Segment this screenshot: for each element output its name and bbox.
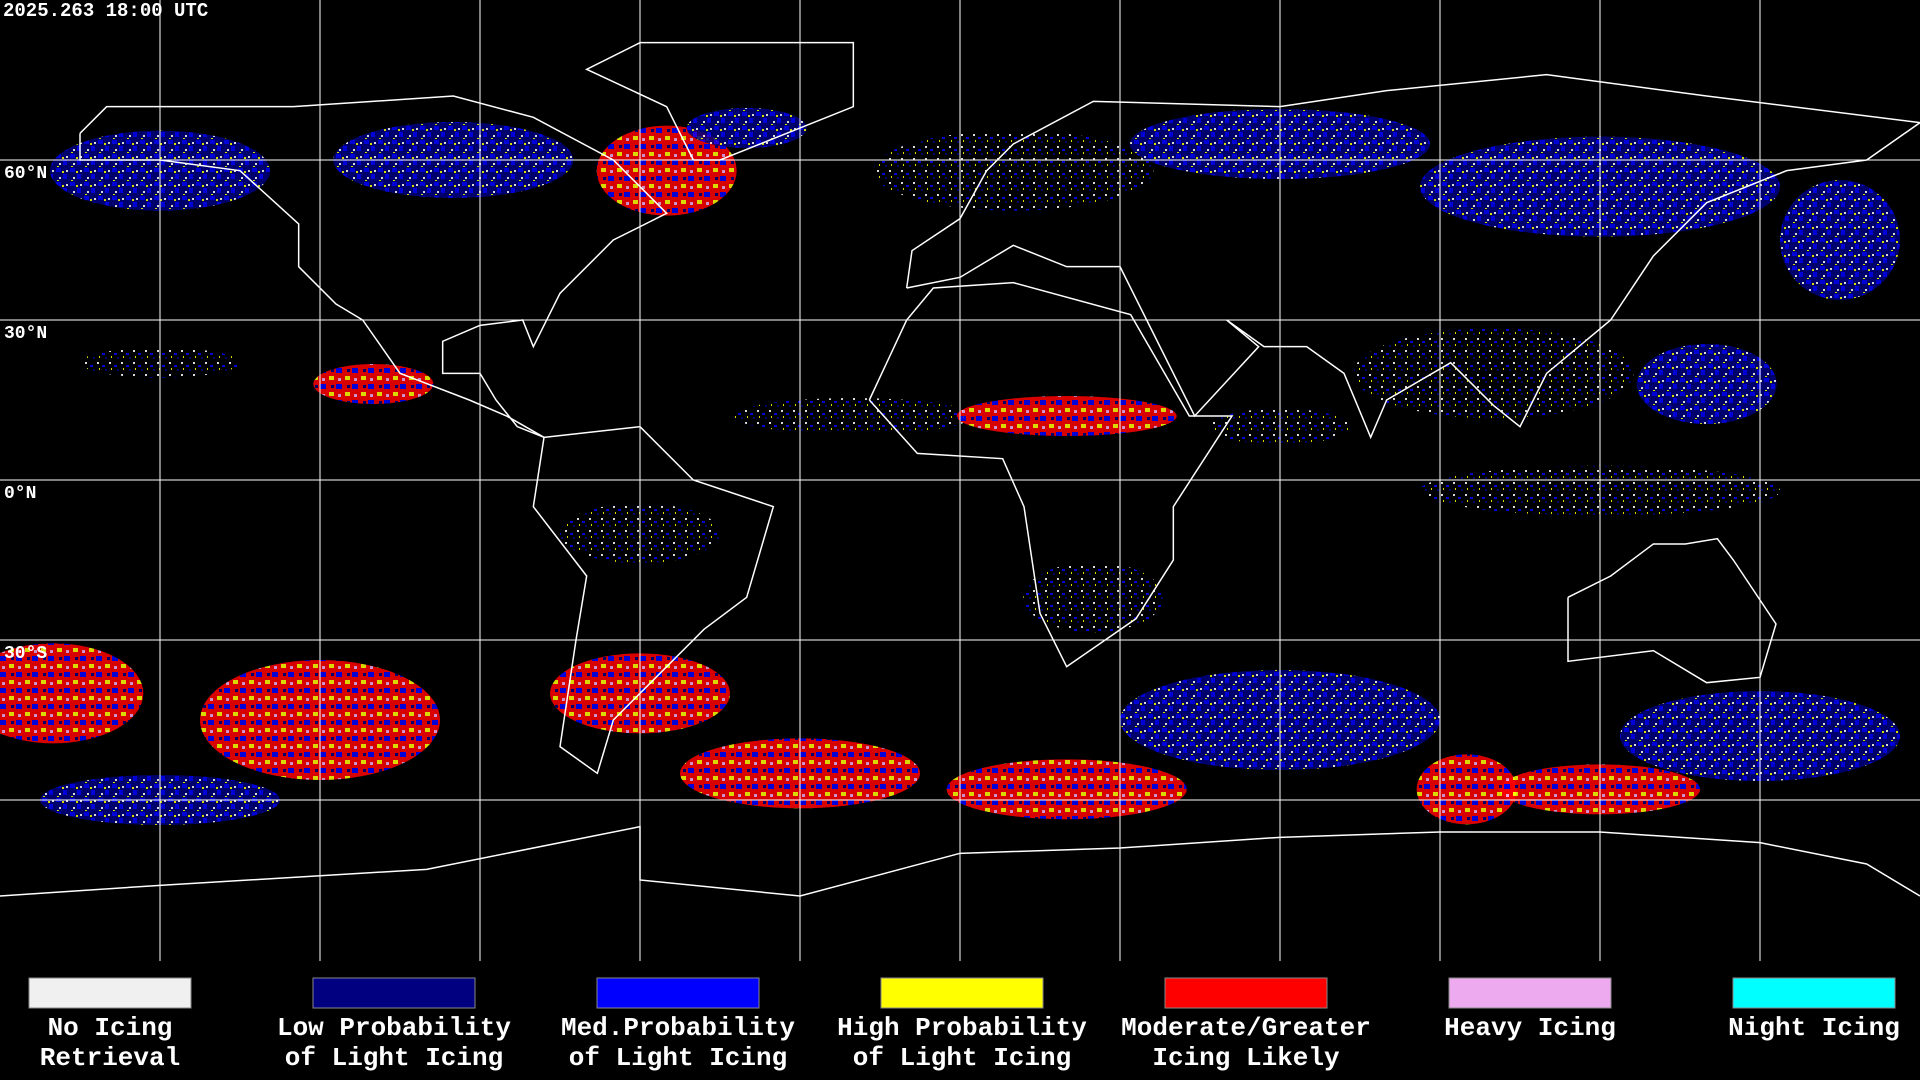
legend-swatch bbox=[1164, 977, 1328, 1009]
coastline bbox=[532, 425, 775, 775]
coastline bbox=[905, 73, 1920, 440]
cloud-blob bbox=[873, 130, 1154, 211]
legend-label: of Light Icing bbox=[569, 1043, 787, 1073]
legend-label: of Light Icing bbox=[285, 1043, 503, 1073]
cloud-blob bbox=[596, 125, 737, 216]
cloud-blob bbox=[1780, 180, 1900, 300]
coastline bbox=[0, 825, 1920, 897]
cloud-blob bbox=[686, 108, 807, 148]
legend-label: Retrieval bbox=[40, 1043, 180, 1073]
cloud-blob bbox=[1353, 328, 1634, 419]
latitude-label: 30°S bbox=[4, 644, 47, 664]
cloud-blob bbox=[1416, 754, 1517, 825]
latitude-label: 30°N bbox=[4, 324, 47, 344]
timestamp: 2025.263 18:00 UTC bbox=[3, 0, 208, 22]
coastline bbox=[868, 281, 1234, 668]
cloud-blob bbox=[0, 643, 144, 744]
legend-label: Icing Likely bbox=[1152, 1043, 1340, 1073]
graticule bbox=[0, 0, 1920, 961]
legend-label: No Icing bbox=[48, 1013, 173, 1043]
legend-label: High Probability bbox=[837, 1013, 1087, 1043]
legend-label: of Light Icing bbox=[853, 1043, 1071, 1073]
legend-swatch bbox=[312, 977, 476, 1009]
legend-swatch bbox=[1448, 977, 1612, 1009]
legend-swatch bbox=[596, 977, 760, 1009]
legend-label: Low Probability bbox=[277, 1013, 511, 1043]
coastlines bbox=[0, 41, 1920, 897]
legend-label: Moderate/Greater bbox=[1121, 1013, 1371, 1043]
legend-label: Night Icing bbox=[1728, 1013, 1900, 1043]
cloud-blob bbox=[733, 398, 974, 434]
cloud-blob bbox=[1023, 562, 1164, 633]
latitude-label: 0°N bbox=[4, 484, 36, 504]
cloud-blob bbox=[946, 759, 1187, 820]
cloud-blob bbox=[313, 364, 434, 404]
cloud-blob bbox=[1636, 344, 1777, 424]
latitude-labels: 60°N 30°N 0°N 30°S bbox=[4, 164, 47, 664]
coastline bbox=[1567, 537, 1777, 684]
latitude-label: 60°N bbox=[4, 164, 47, 184]
legend-swatch bbox=[1732, 977, 1896, 1009]
coastline bbox=[584, 41, 855, 161]
legend-label: Med.Probability bbox=[561, 1013, 795, 1043]
legend-label: Heavy Icing bbox=[1444, 1013, 1616, 1043]
cloud-field bbox=[0, 108, 1900, 825]
cloud-blob bbox=[956, 396, 1177, 436]
coastline bbox=[79, 95, 668, 439]
legend-swatch bbox=[28, 977, 192, 1009]
legend-swatch bbox=[880, 977, 1044, 1009]
